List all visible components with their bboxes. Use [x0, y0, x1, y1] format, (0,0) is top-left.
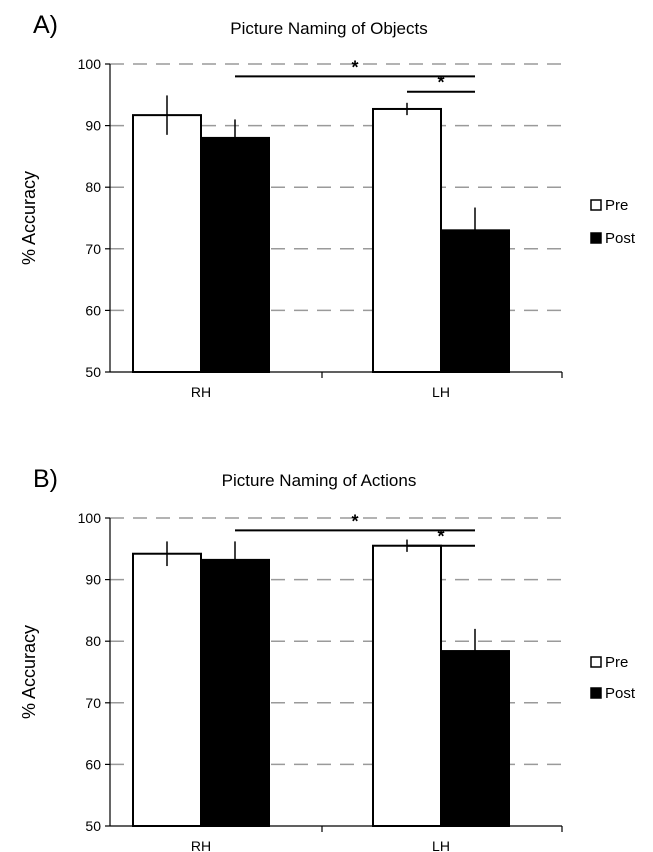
bar-rh-pre [132, 552, 202, 828]
x-tick-label: LH [432, 384, 450, 400]
bar-lh-post [440, 229, 510, 373]
bar-rh-pre [132, 114, 202, 374]
y-tick-label: 80 [85, 633, 101, 649]
legend-label-pre: Pre [605, 654, 628, 671]
bar-lh-pre [372, 544, 442, 827]
legend-swatch-pre [590, 199, 602, 211]
y-tick-label: 60 [85, 756, 101, 772]
x-tick-label: LH [432, 838, 450, 852]
chart-title: Picture Naming of Objects [230, 19, 427, 38]
y-tick-label: 100 [78, 56, 102, 72]
x-tick-label: RH [191, 838, 211, 852]
y-tick-label: 70 [85, 241, 101, 257]
bar-rh-post [200, 136, 270, 373]
bar-lh-pre [372, 107, 442, 374]
y-tick-label: 60 [85, 302, 101, 318]
y-tick-label: 80 [85, 179, 101, 195]
y-tick-label: 100 [78, 510, 102, 526]
y-axis-label: % Accuracy [19, 171, 39, 265]
y-axis-label: % Accuracy [19, 625, 39, 719]
significance-star: * [437, 73, 444, 93]
panel-label: A) [33, 11, 58, 39]
legend-label-post: Post [605, 685, 636, 702]
significance-star: * [437, 527, 444, 547]
legend-swatch-post [590, 232, 602, 244]
bar-lh-post [440, 650, 510, 828]
bar-rh-post [200, 558, 270, 827]
y-tick-label: 90 [85, 118, 101, 134]
significance-star: * [351, 57, 358, 77]
y-tick-label: 70 [85, 695, 101, 711]
significance-star: * [351, 511, 358, 531]
y-tick-label: 50 [85, 818, 101, 834]
legend-label-pre: Pre [605, 197, 628, 214]
legend-swatch-post [590, 687, 602, 699]
legend-label-post: Post [605, 230, 636, 247]
y-tick-label: 90 [85, 572, 101, 588]
panel-label: B) [33, 465, 58, 493]
chart-title: Picture Naming of Actions [222, 471, 417, 490]
legend-swatch-pre [590, 656, 602, 668]
x-tick-label: RH [191, 384, 211, 400]
y-tick-label: 50 [85, 364, 101, 380]
